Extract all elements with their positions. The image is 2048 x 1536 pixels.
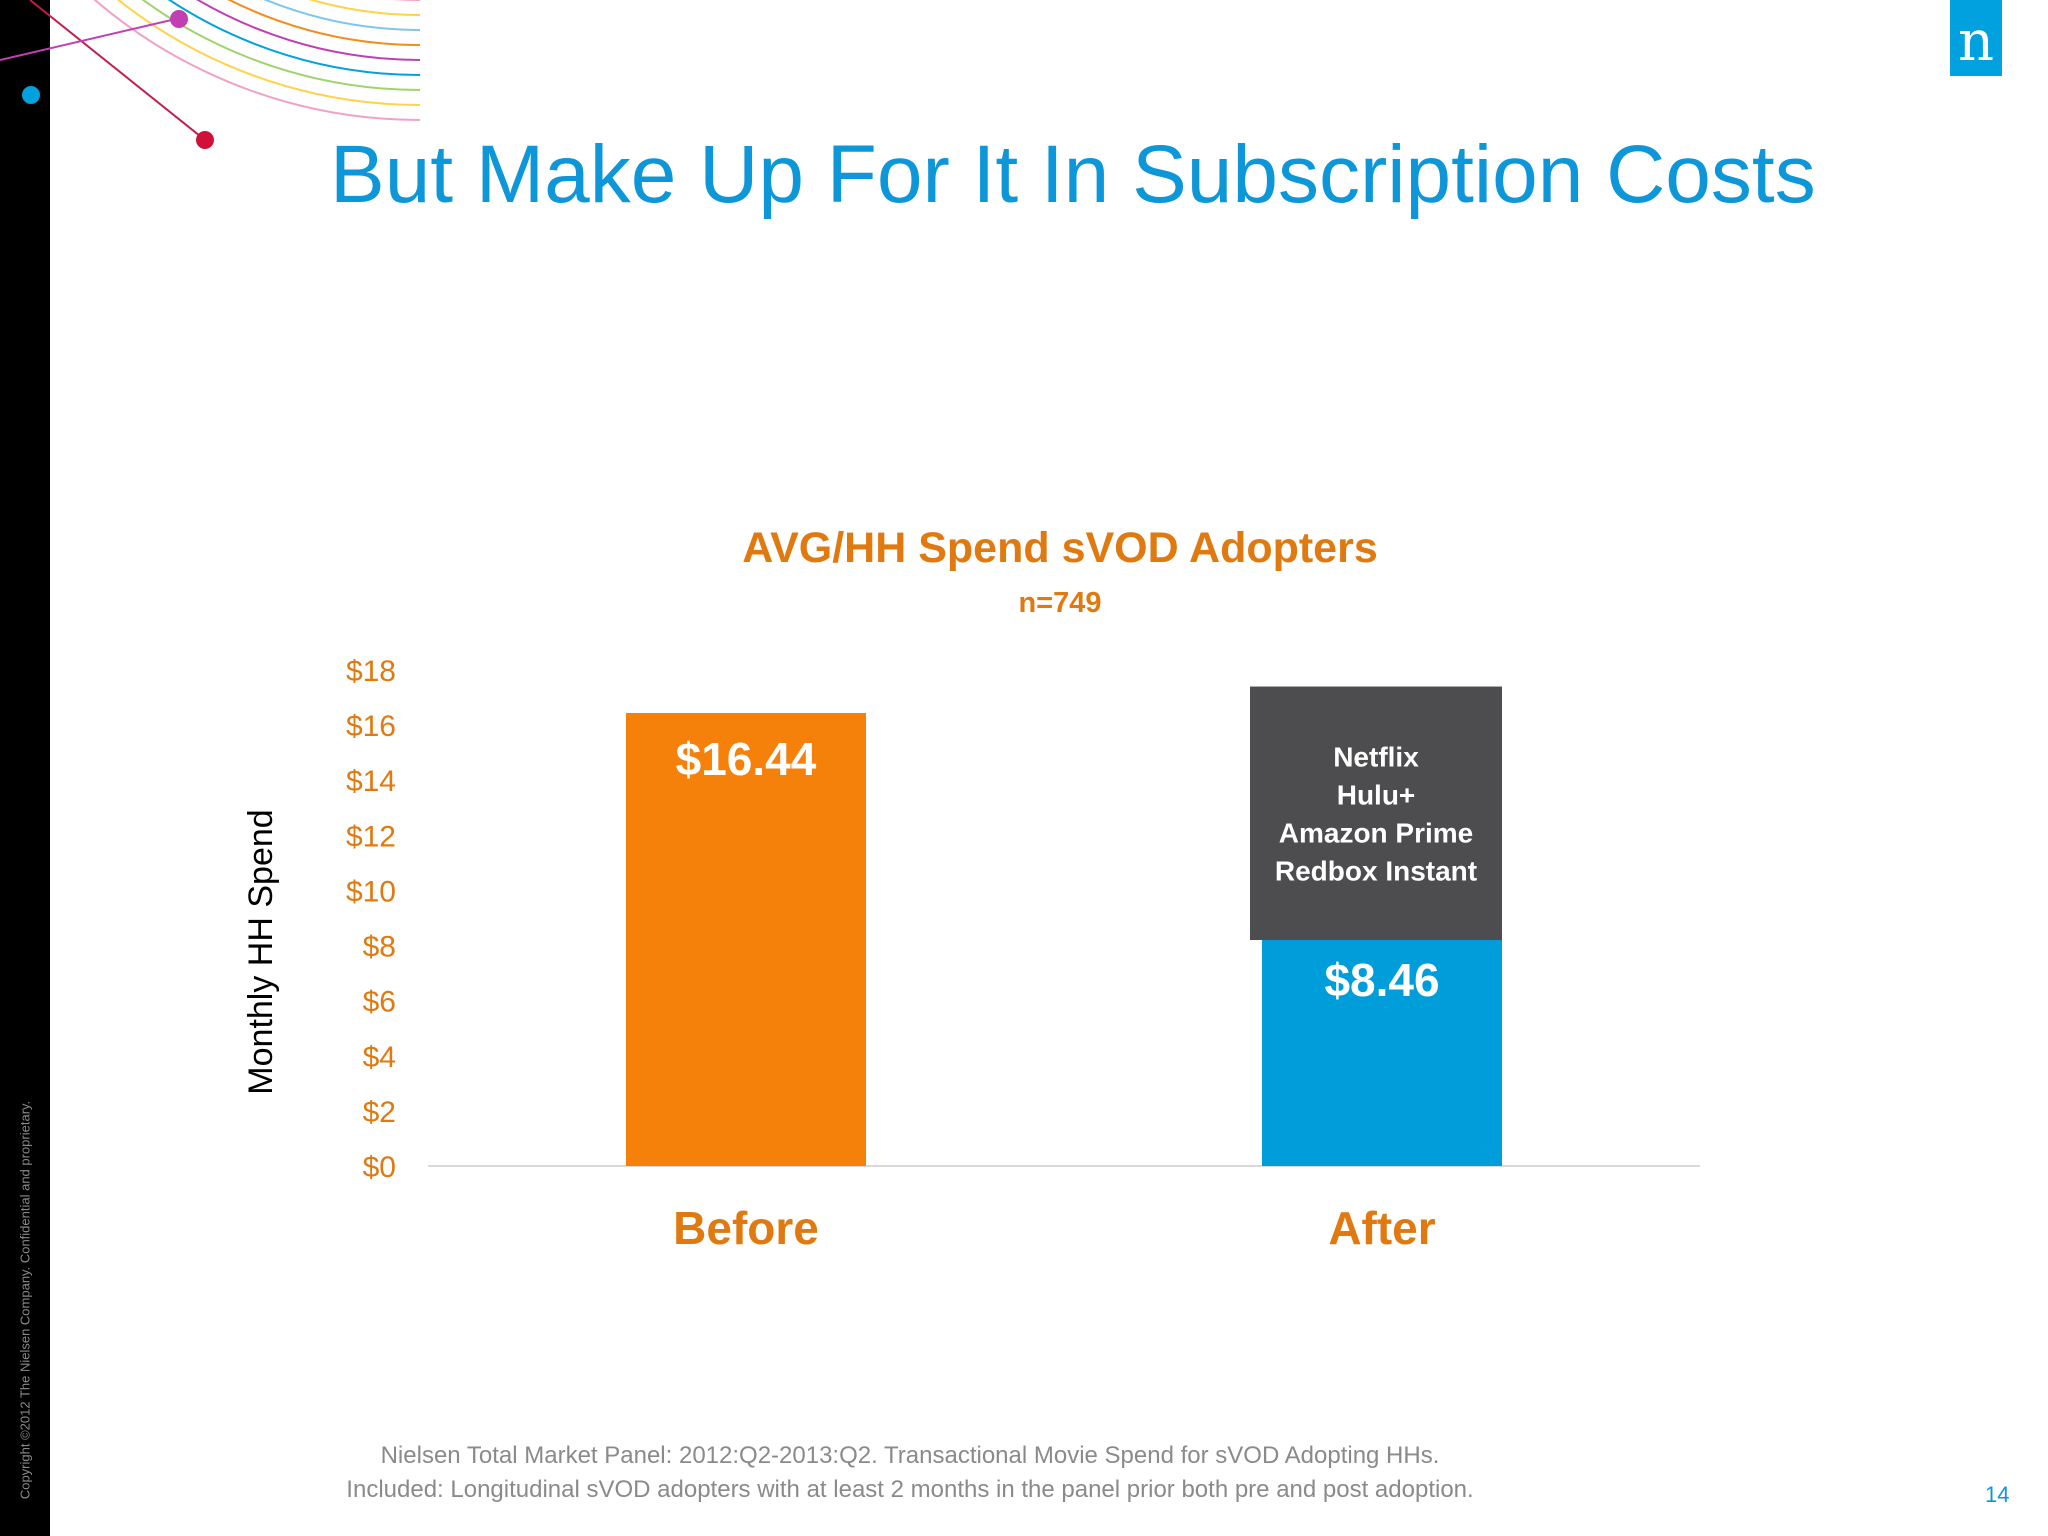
y-axis-label: Monthly HH Spend [242,809,280,1094]
callout-service-label: Hulu+ [1337,779,1416,810]
blue-dot-icon [22,86,40,104]
footnote-line-1: Nielsen Total Market Panel: 2012:Q2-2013… [380,1442,1440,1469]
side-bar [0,0,50,1536]
chart-subtitle: n=749 [1018,587,1101,619]
callout-service-label: Redbox Instant [1275,855,1477,886]
y-tick-label: $10 [346,875,396,908]
chart-title: AVG/HH Spend sVOD Adopters [742,524,1378,572]
nielsen-logo: n [1950,0,2002,76]
callout-box [1250,686,1502,941]
x-tick-label: After [1328,1202,1435,1254]
y-tick-label: $16 [346,710,396,743]
page-number: 14 [1985,1482,2010,1507]
y-tick-label: $14 [346,765,396,798]
y-tick-label: $8 [363,931,396,964]
bar-value-label: $16.44 [676,733,817,785]
footnote-line-2: Included: Longitudinal sVOD adopters wit… [346,1476,1474,1503]
y-axis-ticks: $0 $2 $4 $6 $8 $10 $12 $14 $16 $18 [346,655,396,1184]
x-tick-label: Before [673,1202,819,1254]
y-tick-label: $12 [346,820,396,853]
x-axis-labels: Before After [673,1202,1436,1254]
logo-letter: n [1957,9,1995,74]
decorative-arcs [0,0,420,149]
bars: $16.44 $8.46 [626,712,1502,1166]
purple-dot-icon [170,10,188,28]
bar-after [1262,932,1502,1166]
red-dot-icon [196,131,214,149]
y-tick-label: $4 [363,1041,396,1074]
callout-service-label: Amazon Prime [1279,817,1474,848]
y-tick-label: $6 [363,986,396,1019]
bar-before [626,712,866,1166]
callout-service-label: Netflix [1333,741,1419,772]
page-title: But Make Up For It In Subscription Costs [330,129,1816,220]
y-tick-label: $2 [363,1096,396,1129]
y-tick-label: $18 [346,655,396,688]
bar-value-label: $8.46 [1324,954,1439,1006]
y-tick-label: $0 [363,1151,396,1184]
service-callout: Netflix Hulu+ Amazon Prime Redbox Instant [1250,686,1502,941]
